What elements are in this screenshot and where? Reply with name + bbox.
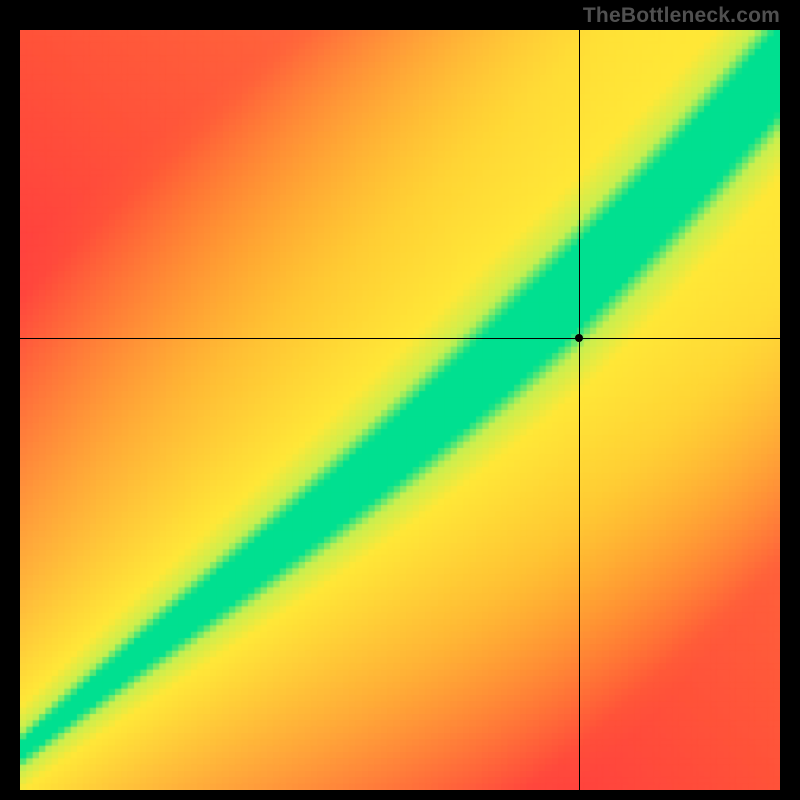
watermark-text: TheBottleneck.com [583,4,780,28]
crosshair-marker-dot [575,334,583,342]
crosshair-vertical [579,30,580,790]
chart-container: TheBottleneck.com [0,0,800,800]
crosshair-horizontal [20,338,780,339]
bottleneck-heatmap [20,30,780,790]
